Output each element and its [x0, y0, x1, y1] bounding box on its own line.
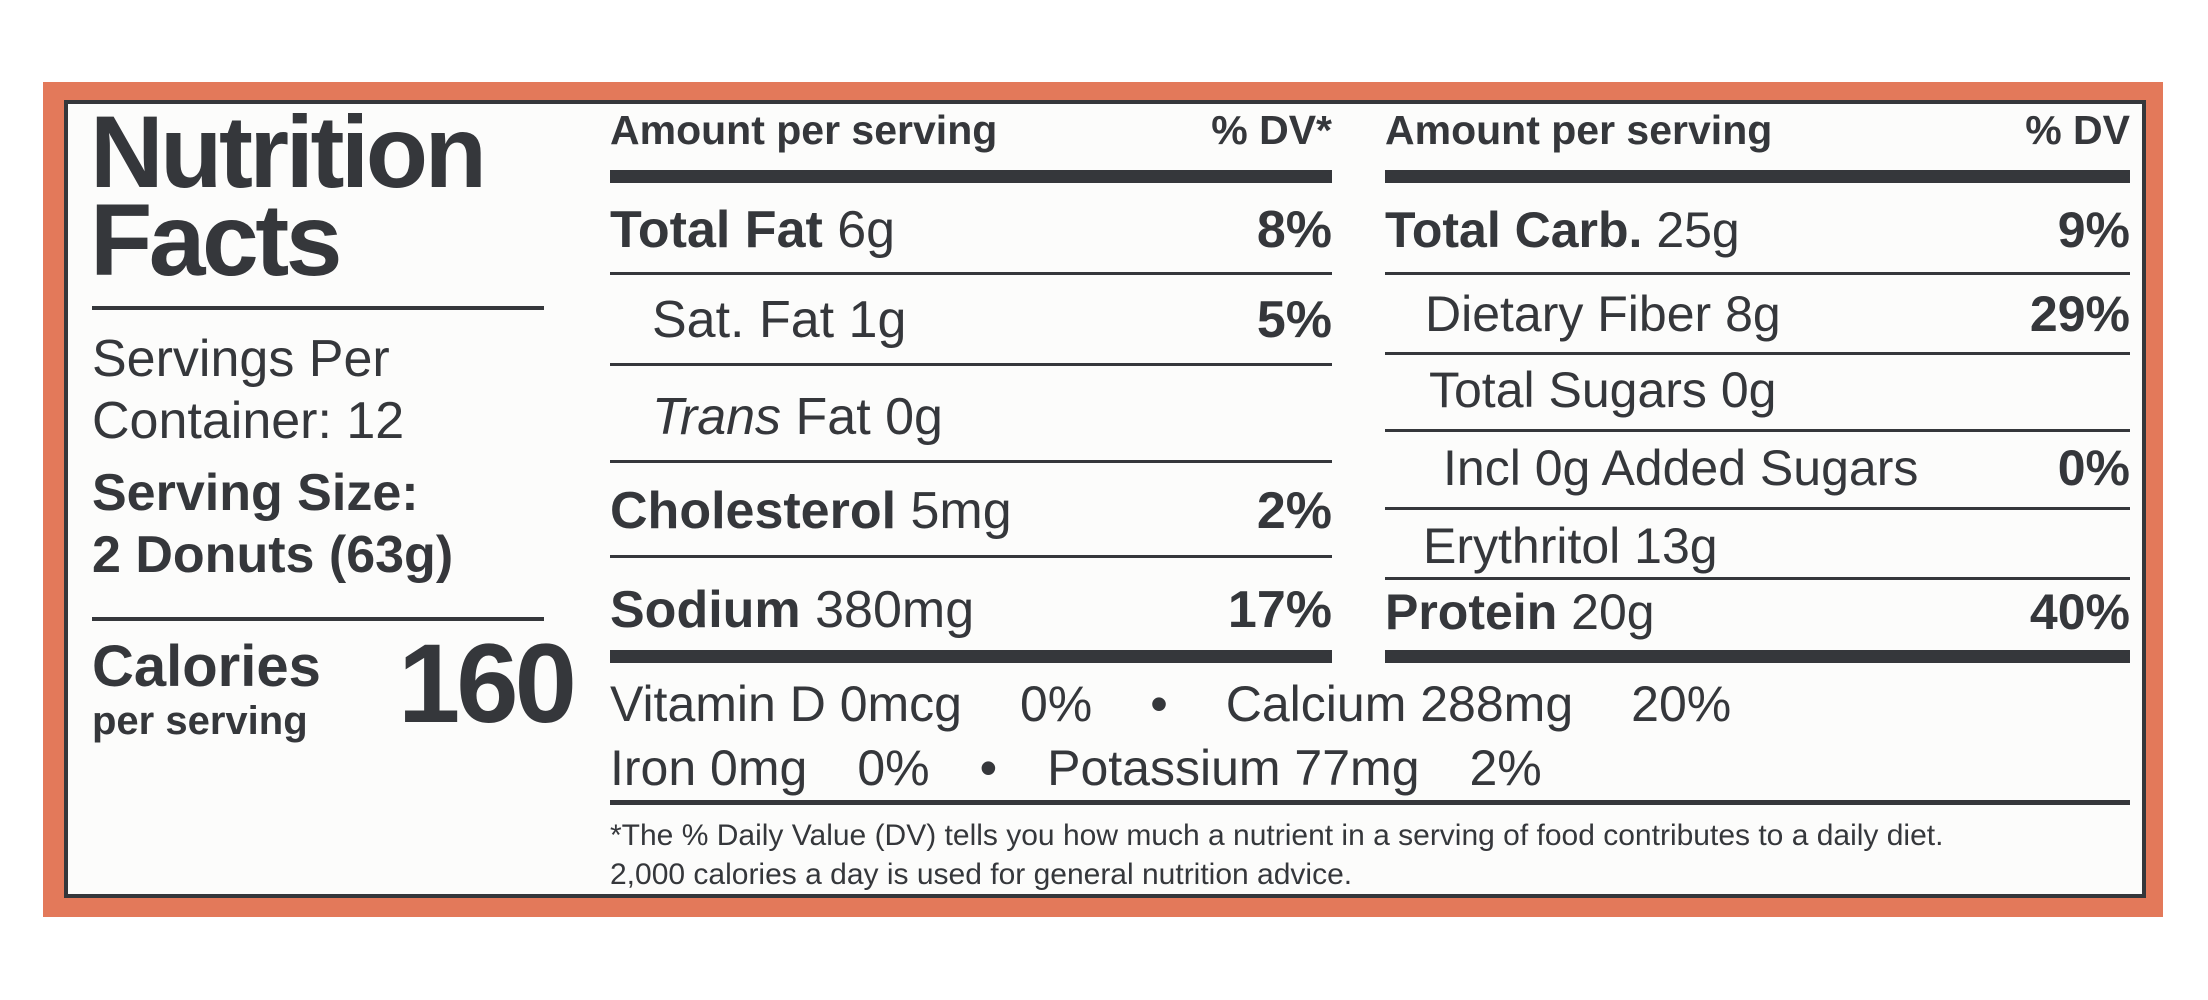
vitamin-d-dv: 0% — [1019, 676, 1093, 732]
serving-size: Serving Size: 2 Donuts (63g) — [92, 462, 453, 586]
row-protein: Protein 20g 40% — [1385, 581, 2130, 643]
row-added-sugars-dv: 0% — [2057, 440, 2130, 496]
row-cholesterol-amount: 5mg — [896, 482, 1012, 540]
mid-header-bar — [610, 170, 1332, 183]
calcium-dv: 20% — [1631, 676, 1732, 732]
bullet-separator: • — [979, 740, 998, 796]
row-total-fat-label: Total Fat 6g — [610, 200, 895, 260]
servings-line1: Servings Per — [92, 330, 390, 388]
divider — [1385, 272, 2130, 275]
dv-footnote: *The % Daily Value (DV) tells you how mu… — [610, 816, 2155, 894]
calories-label: Calories — [92, 634, 321, 699]
divider — [1385, 577, 2130, 580]
row-total-fat: Total Fat 6g 8% — [610, 199, 1332, 261]
row-sodium-name: Sodium — [610, 581, 801, 639]
row-dietary-fiber-dv: 29% — [2029, 286, 2130, 342]
divider — [1385, 352, 2130, 355]
vitamin-d-amount: Vitamin D 0mcg — [610, 676, 962, 732]
mid-header-dv: % DV* — [1211, 106, 1332, 153]
row-protein-name: Protein — [1385, 584, 1558, 640]
right-column-header: Amount per serving % DV — [1385, 104, 2130, 156]
row-cholesterol-dv: 2% — [1256, 482, 1332, 540]
mid-bottom-bar — [610, 650, 1332, 663]
divider — [610, 272, 1332, 275]
row-total-carb-name: Total Carb. — [1385, 202, 1643, 258]
row-total-sugars-label: Total Sugars 0g — [1429, 361, 1776, 419]
calories-sublabel: per serving — [92, 699, 308, 743]
row-total-sugars-amount: Total Sugars 0g — [1429, 362, 1777, 418]
divider — [610, 363, 1332, 366]
row-sat-fat-label: Sat. Fat 1g — [652, 290, 906, 350]
row-protein-dv: 40% — [2029, 584, 2130, 640]
row-sat-fat-amount: Sat. Fat 1g — [652, 291, 907, 349]
row-added-sugars-label: Incl 0g Added Sugars — [1443, 439, 1918, 497]
row-sodium: Sodium 380mg 17% — [610, 579, 1332, 641]
label-title: Nutrition Facts — [90, 95, 487, 297]
row-total-fat-amount: 6g — [822, 201, 896, 259]
micronutrients-line2: Iron 0mg 0% • Potassium 77mg 2% — [610, 740, 1542, 796]
right-header-bar — [1385, 170, 2130, 183]
right-header-dv: % DV — [2025, 106, 2130, 153]
mid-header-amount: Amount per serving — [610, 106, 998, 153]
divider — [610, 555, 1332, 558]
row-total-fat-name: Total Fat — [610, 201, 823, 259]
serving-size-line2: 2 Donuts (63g) — [92, 526, 454, 584]
row-trans-fat-amount: Fat 0g — [781, 388, 943, 446]
bullet-separator: • — [1150, 676, 1168, 732]
iron-dv: 0% — [857, 740, 930, 796]
mid-column-header: Amount per serving % DV* — [610, 104, 1332, 156]
dv-footnote-line1: *The % Daily Value (DV) tells you how mu… — [610, 819, 1944, 852]
row-sat-fat-dv: 5% — [1256, 291, 1332, 349]
label-title-line1: Nutrition — [90, 95, 487, 209]
label-title-line2: Facts — [90, 183, 342, 297]
row-dietary-fiber-label: Dietary Fiber 8g — [1425, 285, 1781, 343]
divider-above-calories — [92, 617, 544, 621]
row-total-sugars: Total Sugars 0g — [1429, 359, 2130, 421]
row-sat-fat: Sat. Fat 1g 5% — [652, 289, 1332, 351]
row-total-fat-dv: 8% — [1256, 201, 1332, 259]
micronutrients-line1: Vitamin D 0mcg 0% • Calcium 288mg 20% — [610, 676, 1731, 732]
row-total-carb-amount: 25g — [1642, 202, 1740, 258]
servings-line2: Container: 12 — [92, 392, 405, 450]
calcium-amount: Calcium 288mg — [1225, 676, 1574, 732]
serving-size-line1: Serving Size: — [92, 464, 419, 522]
row-total-carb: Total Carb. 25g 9% — [1385, 199, 2130, 261]
label-inner-box — [64, 100, 2146, 898]
row-trans-fat-label: Trans Fat 0g — [652, 387, 943, 447]
row-dietary-fiber: Dietary Fiber 8g 29% — [1425, 283, 2130, 345]
row-protein-amount: 20g — [1557, 584, 1655, 640]
right-header-amount: Amount per serving — [1385, 106, 1773, 153]
dv-footnote-line2: 2,000 calories a day is used for general… — [610, 858, 1353, 891]
divider-above-footnote — [610, 800, 2130, 805]
row-sodium-dv: 17% — [1227, 581, 1332, 639]
row-added-sugars-amount: Incl 0g Added Sugars — [1443, 440, 1919, 496]
iron-amount: Iron 0mg — [610, 740, 808, 796]
row-erythritol-label: Erythritol 13g — [1423, 517, 1718, 575]
right-bottom-bar — [1385, 650, 2130, 663]
row-protein-label: Protein 20g — [1385, 583, 1655, 641]
row-dietary-fiber-amount: Dietary Fiber 8g — [1425, 286, 1781, 342]
row-erythritol-amount: Erythritol 13g — [1423, 518, 1718, 574]
row-added-sugars: Incl 0g Added Sugars 0% — [1443, 437, 2130, 499]
row-erythritol: Erythritol 13g — [1423, 515, 2130, 577]
divider — [1385, 507, 2130, 510]
divider — [610, 460, 1332, 463]
row-sodium-amount: 380mg — [800, 581, 975, 639]
calories-value: 160 — [398, 621, 577, 746]
divider — [1385, 429, 2130, 432]
row-cholesterol-label: Cholesterol 5mg — [610, 481, 1012, 541]
row-sodium-label: Sodium 380mg — [610, 580, 974, 640]
row-trans-fat-italic: Trans — [652, 388, 782, 446]
row-total-carb-dv: 9% — [2057, 202, 2130, 258]
row-cholesterol: Cholesterol 5mg 2% — [610, 480, 1332, 542]
divider-under-title — [92, 306, 544, 310]
potassium-dv: 2% — [1469, 740, 1542, 796]
potassium-amount: Potassium 77mg — [1047, 740, 1420, 796]
servings-per-container: Servings Per Container: 12 — [92, 328, 404, 452]
row-total-carb-label: Total Carb. 25g — [1385, 201, 1740, 259]
row-trans-fat: Trans Fat 0g — [652, 386, 1332, 448]
row-cholesterol-name: Cholesterol — [610, 482, 897, 540]
